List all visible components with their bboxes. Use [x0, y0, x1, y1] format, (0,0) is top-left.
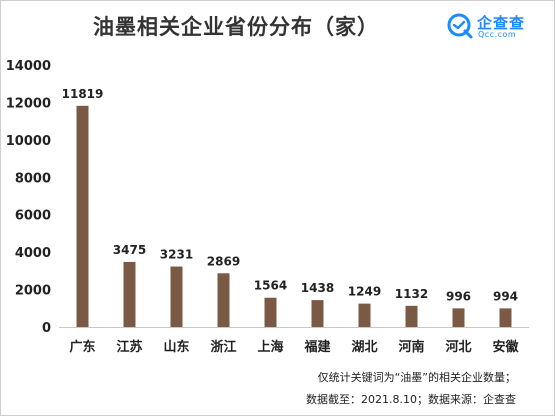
y-tick-label: 8000 — [15, 171, 51, 186]
y-tick-label: 2000 — [15, 284, 51, 299]
data-label: 11819 — [62, 87, 104, 101]
bar-福建 — [311, 300, 324, 327]
data-label: 1249 — [348, 285, 381, 299]
bar-广东 — [76, 105, 89, 327]
qcc-logo-icon — [447, 13, 473, 39]
bar-安徽 — [499, 308, 512, 327]
data-label: 1132 — [395, 287, 428, 301]
logo-name-cn: 企查查 — [477, 14, 526, 32]
y-tick-label: 10000 — [6, 134, 51, 149]
data-label: 2869 — [207, 254, 240, 268]
chart-title: 油墨相关企业省份分布（家） — [93, 15, 379, 39]
logo-name-en: Qcc.com — [478, 30, 517, 39]
y-tick-label: 4000 — [15, 246, 51, 261]
x-tick-label: 广东 — [69, 339, 95, 355]
x-tick-label: 河北 — [445, 339, 471, 355]
data-label: 3231 — [160, 248, 193, 262]
data-label: 994 — [493, 289, 518, 303]
bar-江苏 — [123, 261, 136, 327]
x-tick-label: 福建 — [303, 339, 330, 355]
y-tick-label: 0 — [42, 321, 51, 336]
bar-浙江 — [217, 273, 230, 327]
qcc-logo: 企查查 Qcc.com — [447, 11, 551, 43]
x-tick-label: 河南 — [398, 339, 424, 355]
x-tick-label: 江苏 — [116, 339, 142, 355]
footnote-source: 数据截至：2021.8.10；数据来源：企查查 — [306, 393, 516, 406]
data-label: 996 — [446, 289, 471, 303]
bar-河北 — [452, 308, 465, 327]
data-label: 1438 — [301, 281, 334, 295]
data-label: 1564 — [254, 279, 287, 293]
x-tick-label: 浙江 — [210, 339, 236, 355]
y-tick-label: 14000 — [6, 59, 51, 74]
data-label: 3475 — [113, 243, 146, 257]
x-tick-label: 安徽 — [492, 339, 519, 355]
bar-河南 — [405, 305, 418, 327]
y-tick-label: 12000 — [6, 96, 51, 111]
bar-山东 — [170, 266, 183, 327]
footnote-scope: 仅统计关键词为“油墨”的相关企业数量； — [317, 371, 516, 384]
bar-湖北 — [358, 303, 371, 327]
x-tick-label: 山东 — [163, 339, 189, 355]
x-tick-label: 湖北 — [351, 340, 377, 355]
x-tick-label: 上海 — [257, 339, 283, 355]
y-tick-label: 6000 — [15, 209, 51, 224]
bar-上海 — [264, 297, 277, 327]
